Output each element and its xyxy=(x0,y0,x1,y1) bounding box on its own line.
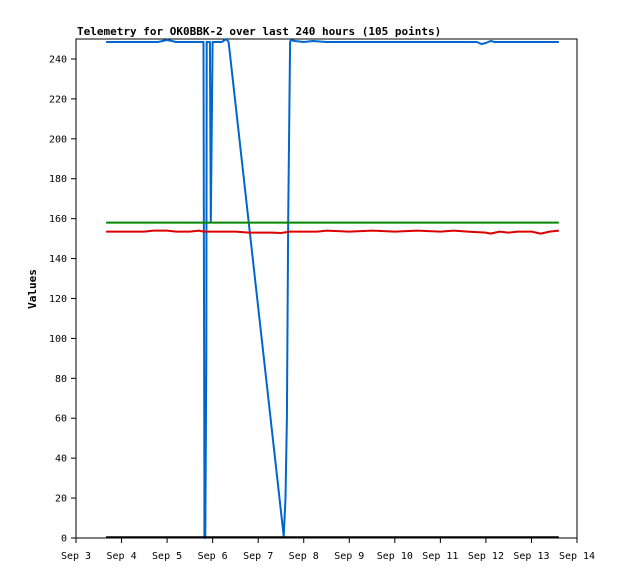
y-tick-label: 240 xyxy=(49,54,67,65)
x-tick-label: Sep 5 xyxy=(152,551,182,562)
y-tick-label: 200 xyxy=(49,134,67,145)
y-tick-label: 160 xyxy=(49,214,67,225)
x-tick-label: Sep 6 xyxy=(198,551,228,562)
series-line-1 xyxy=(106,38,559,539)
series-line-3 xyxy=(106,229,559,235)
y-axis-label: Values xyxy=(26,269,39,309)
series-layer xyxy=(106,38,559,539)
y-tick-label: 220 xyxy=(49,94,67,105)
x-tick-label: Sep 3 xyxy=(61,551,91,562)
x-tick-label: Sep 14 xyxy=(559,551,595,562)
x-tick-label: Sep 7 xyxy=(243,551,273,562)
y-tick-label: 40 xyxy=(55,454,67,465)
x-tick-label: Sep 4 xyxy=(106,551,136,562)
x-tick-label: Sep 10 xyxy=(377,551,413,562)
y-tick-label: 100 xyxy=(49,334,67,345)
y-tick-label: 60 xyxy=(55,414,67,425)
y-tick-label: 120 xyxy=(49,294,67,305)
x-tick-label: Sep 13 xyxy=(513,551,549,562)
y-axis-ticks: 0 20 40 60 80 100 120 140 160 180 200 220 240 xyxy=(49,54,76,545)
y-tick-label: 0 xyxy=(61,534,67,545)
chart-title: Telemetry for OK0BBK-2 over last 240 hou… xyxy=(77,25,441,38)
y-tick-label: 180 xyxy=(49,174,67,185)
plot-area-frame xyxy=(75,38,578,539)
x-tick-label: Sep 8 xyxy=(289,551,319,562)
y-tick-label: 80 xyxy=(55,374,67,385)
y-tick-label: 20 xyxy=(55,494,67,505)
y-tick-label: 140 xyxy=(49,254,67,265)
x-axis-ticks: Sep 3 Sep 4 Sep 5 Sep 6 Sep 7 Sep 8 Sep 9 Sep 1… xyxy=(61,538,595,562)
x-tick-label: Sep 9 xyxy=(334,551,364,562)
x-tick-label: Sep 11 xyxy=(422,551,458,562)
x-tick-label: Sep 12 xyxy=(468,551,504,562)
